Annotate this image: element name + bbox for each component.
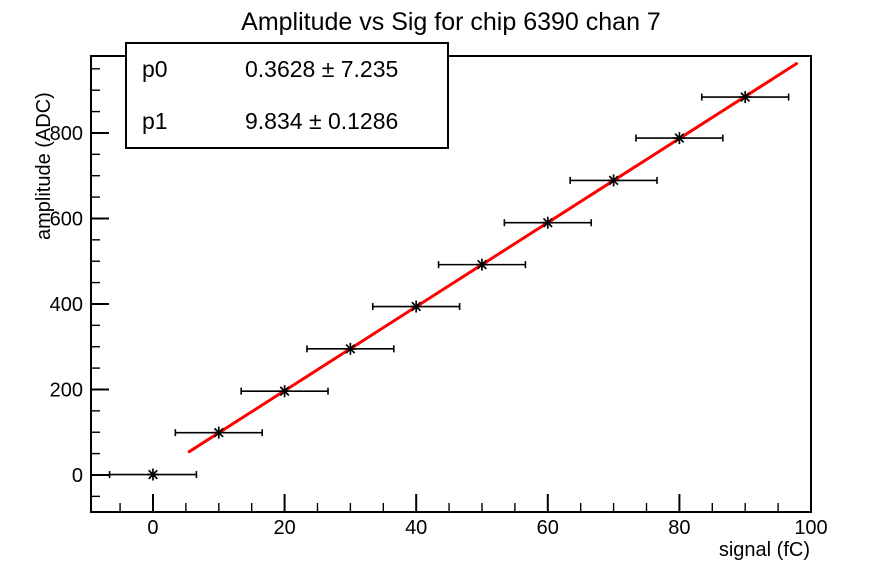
asterisk-marker <box>674 133 685 143</box>
plot-title: Amplitude vs Sig for chip 6390 chan 7 <box>241 8 661 36</box>
axis-ticks: 0 20 40 60 80 100 0 200 400 600 800 <box>50 68 828 539</box>
asterisk-marker <box>542 217 553 228</box>
x-axis-title: signal (fC) <box>719 539 810 561</box>
x-tick-label: 60 <box>537 517 559 539</box>
x-tick-label: 100 <box>794 517 827 539</box>
data-point <box>700 91 790 104</box>
asterisk-marker <box>411 301 422 312</box>
stats-param-name: p1 <box>142 107 168 134</box>
asterisk-marker <box>608 175 619 186</box>
asterisk-marker <box>213 427 224 438</box>
data-point <box>240 385 329 398</box>
data-point <box>635 132 724 145</box>
asterisk-marker <box>148 469 158 480</box>
asterisk-marker <box>279 386 290 397</box>
data-point <box>371 300 461 313</box>
y-tick-label: 600 <box>50 208 83 230</box>
data-point <box>503 216 593 229</box>
y-tick-label: 400 <box>50 294 83 316</box>
asterisk-marker <box>477 259 487 270</box>
y-tick-label: 0 <box>72 465 83 487</box>
x-tick-label: 20 <box>273 517 295 539</box>
fit-line <box>187 62 799 454</box>
plot-frame <box>90 55 812 513</box>
y-axis-title: amplitude (ADC) <box>33 92 55 240</box>
data-point <box>174 426 264 439</box>
stats-param-value: 9.834 ± 0.1286 <box>245 107 399 134</box>
asterisk-marker <box>345 343 356 354</box>
stats-param-value: 0.3628 ± 7.235 <box>245 56 399 83</box>
x-tick-label: 0 <box>147 517 158 539</box>
asterisk-marker <box>740 92 751 102</box>
data-point <box>306 342 395 355</box>
data-point <box>437 258 527 271</box>
fit-line-layer <box>187 62 799 454</box>
stats-box: p0 0.3628 ± 7.235 p1 9.834 ± 0.1286 <box>125 42 449 149</box>
stats-row-p1: p1 9.834 ± 0.1286 <box>127 96 447 148</box>
x-tick-label: 40 <box>405 517 427 539</box>
y-tick-label: 200 <box>50 379 83 401</box>
stats-param-name: p0 <box>142 56 168 83</box>
y-tick-label: 800 <box>50 123 83 145</box>
x-tick-label: 80 <box>668 517 690 539</box>
stats-row-p0: p0 0.3628 ± 7.235 <box>127 44 447 96</box>
data-points-layer <box>108 91 790 481</box>
data-point <box>569 174 658 187</box>
data-point <box>108 468 198 481</box>
